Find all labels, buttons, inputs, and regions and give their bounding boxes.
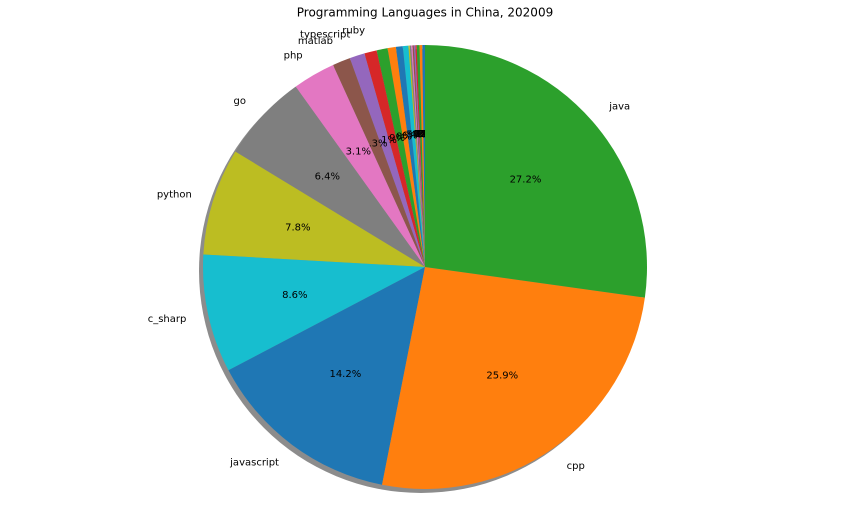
value-label: 0.1% <box>406 129 431 140</box>
slice-label: javascript <box>229 458 279 469</box>
slice-label: cpp <box>567 461 585 472</box>
slice-label: matlab <box>298 36 333 47</box>
value-label: 0.5% <box>397 130 422 141</box>
pie-slice <box>422 45 425 267</box>
value-label: 0.1% <box>404 129 429 140</box>
value-label: 0.8% <box>387 131 412 142</box>
pie-slice <box>425 45 647 298</box>
value-label: 0.2% <box>411 129 436 140</box>
pie-slice <box>333 58 425 268</box>
pie-slice <box>382 267 645 489</box>
chart-title: Programming Languages in China, 202009 <box>297 6 553 20</box>
value-label: 27.2% <box>510 175 542 186</box>
slice-label: python <box>157 189 192 200</box>
pie-slice <box>228 267 425 485</box>
pie-slice <box>402 45 425 268</box>
pie-slice <box>408 45 425 267</box>
pie-slice <box>419 45 425 267</box>
value-label: 14.2% <box>329 369 361 380</box>
value-label: 1.3% <box>362 139 387 150</box>
pie-slice <box>411 45 425 267</box>
slice-label: ruby <box>342 25 365 36</box>
pie-slice <box>235 86 425 267</box>
value-label: 0.4% <box>401 129 426 140</box>
value-label: 1.1% <box>372 135 397 146</box>
value-label: 0.9% <box>380 133 405 144</box>
pie-slice <box>376 48 425 267</box>
slice-label: php <box>284 51 303 62</box>
pie-slice <box>203 254 425 371</box>
value-label: 7.8% <box>285 222 310 233</box>
value-label: 0.2% <box>408 129 433 140</box>
pie-slice <box>416 45 425 267</box>
value-label: 3.1% <box>346 147 371 158</box>
value-label: 0.1% <box>403 129 428 140</box>
value-label: 0.1% <box>405 129 430 140</box>
pie-slice <box>412 45 425 267</box>
slice-label: typescript <box>300 30 350 41</box>
value-label: 6.4% <box>315 171 340 182</box>
value-label: 8.6% <box>282 290 307 301</box>
pie-slice <box>413 45 425 267</box>
slice-label: c_sharp <box>148 314 187 325</box>
value-label: 0.6% <box>392 130 417 141</box>
pie-slice <box>203 151 425 267</box>
pie-slice <box>409 45 425 267</box>
value-label: 0.2% <box>410 129 435 140</box>
slice-label: java <box>608 102 630 113</box>
pie-slice <box>415 45 425 267</box>
pie-slice <box>387 46 425 268</box>
pie-slice <box>364 50 425 267</box>
pie-slice <box>349 53 425 267</box>
slice-label: go <box>233 96 245 107</box>
pie-slice <box>395 46 425 267</box>
value-label: 0.1% <box>407 129 432 140</box>
value-label: 0.1% <box>404 129 429 140</box>
pie-slice <box>295 64 425 267</box>
value-label: 25.9% <box>486 370 518 381</box>
